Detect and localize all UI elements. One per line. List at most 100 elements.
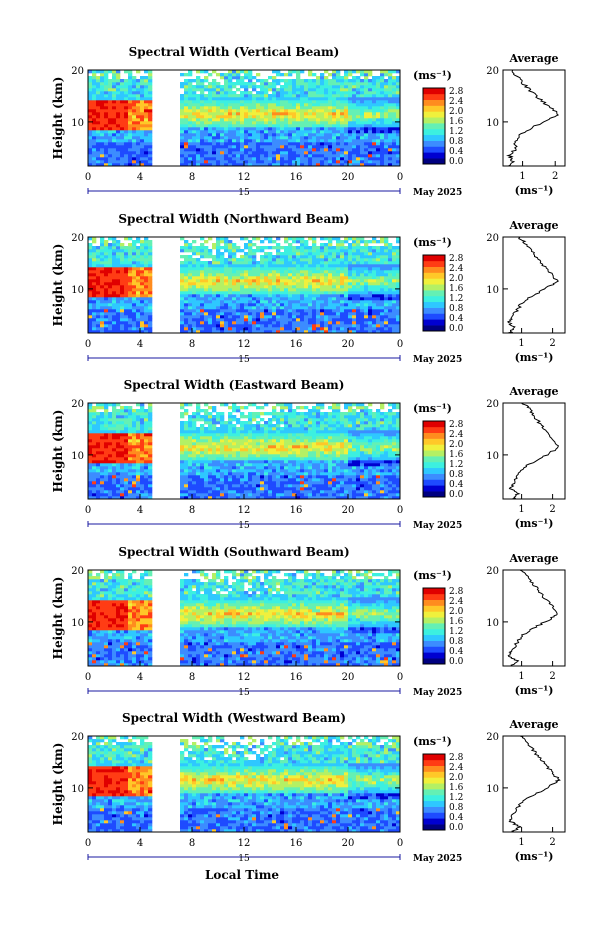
heatmap-cell (308, 249, 312, 252)
heatmap-cell (136, 318, 140, 321)
heatmap-cell (116, 85, 120, 88)
heatmap-cell (380, 82, 384, 85)
heatmap-cell (200, 139, 204, 142)
heatmap-cell (192, 157, 196, 160)
heatmap-cell (252, 94, 256, 97)
heatmap-cell (92, 100, 96, 103)
heatmap-cell (188, 148, 192, 151)
heatmap-cell (320, 136, 324, 139)
heatmap-cell (208, 121, 212, 124)
heatmap-cell (324, 249, 328, 252)
heatmap-cell (380, 327, 384, 330)
heatmap-cell (232, 291, 236, 294)
heatmap-cell (308, 258, 312, 261)
heatmap-cell (140, 469, 144, 472)
heatmap-cell (240, 139, 244, 142)
heatmap-cell (252, 88, 256, 91)
heatmap-cell (296, 246, 300, 249)
heatmap-cell (100, 151, 104, 154)
heatmap-cell (348, 73, 352, 76)
heatmap-cell (204, 264, 208, 267)
heatmap-cell (180, 454, 184, 457)
heatmap-cell (124, 154, 128, 157)
heatmap-cell (108, 303, 112, 306)
heatmap-cell (88, 115, 92, 118)
heatmap-cell (244, 82, 248, 85)
heatmap-cell (116, 252, 120, 255)
heatmap-cell (344, 133, 348, 136)
heatmap-cell (188, 267, 192, 270)
heatmap-cell (260, 82, 264, 85)
heatmap-cell (124, 409, 128, 412)
heatmap-cell (200, 130, 204, 133)
heatmap-cell (204, 160, 208, 163)
heatmap-cell (296, 267, 300, 270)
heatmap-cell (112, 306, 116, 309)
heatmap-cell (196, 145, 200, 148)
heatmap-cell (144, 79, 148, 82)
heatmap-cell (252, 279, 256, 282)
heatmap-cell (136, 133, 140, 136)
heatmap-cell (240, 267, 244, 270)
heatmap-cell (312, 264, 316, 267)
heatmap-cell (128, 484, 132, 487)
heatmap-cell (244, 73, 248, 76)
heatmap-cell (348, 276, 352, 279)
heatmap-cell (368, 321, 372, 324)
heatmap-cell (96, 282, 100, 285)
heatmap-cell (344, 270, 348, 273)
heatmap-cell (344, 303, 348, 306)
colorbar-tick-label: 1.6 (449, 284, 464, 294)
heatmap-cell (368, 109, 372, 112)
heatmap-cell (284, 249, 288, 252)
heatmap-cell (368, 160, 372, 163)
heatmap-cell (348, 243, 352, 246)
heatmap-cell (140, 276, 144, 279)
heatmap-cell (340, 136, 344, 139)
heatmap-cell (268, 291, 272, 294)
heatmap-cell (328, 100, 332, 103)
heatmap-cell (344, 297, 348, 300)
heatmap-cell (192, 324, 196, 327)
heatmap-cell (124, 427, 128, 430)
heatmap-cell (220, 291, 224, 294)
heatmap-cell (360, 291, 364, 294)
heatmap-cell (388, 252, 392, 255)
heatmap-cell (184, 145, 188, 148)
heatmap-cell (112, 258, 116, 261)
heatmap-cell (220, 142, 224, 145)
heatmap-cell (260, 79, 264, 82)
heatmap-cell (124, 151, 128, 154)
heatmap-cell (336, 130, 340, 133)
heatmap-cell (332, 79, 336, 82)
heatmap-cell (100, 297, 104, 300)
heatmap-cell (224, 115, 228, 118)
heatmap-cell (372, 270, 376, 273)
colorbar-swatch (423, 129, 445, 135)
heatmap-cell (252, 249, 256, 252)
heatmap-cell (96, 157, 100, 160)
heatmap-cell (148, 154, 152, 157)
x-tick-label: 0 (85, 172, 91, 183)
heatmap-cell (336, 136, 340, 139)
heatmap-cell (324, 88, 328, 91)
heatmap-cell (316, 145, 320, 148)
heatmap-cell (280, 264, 284, 267)
heatmap-cell (180, 412, 184, 415)
heatmap-cell (328, 85, 332, 88)
heatmap-cell (308, 82, 312, 85)
heatmap-cell (92, 285, 96, 288)
heatmap-cell (128, 255, 132, 258)
heatmap-cell (108, 130, 112, 133)
heatmap-cell (260, 139, 264, 142)
heatmap-cell (96, 487, 100, 490)
heatmap-cell (100, 484, 104, 487)
heatmap-cell (132, 160, 136, 163)
heatmap-cell (240, 148, 244, 151)
heatmap-cell (300, 297, 304, 300)
heatmap-cell (120, 282, 124, 285)
heatmap-cell (264, 318, 268, 321)
heatmap-cell (248, 130, 252, 133)
heatmap-cell (348, 327, 352, 330)
heatmap-cell (88, 436, 92, 439)
